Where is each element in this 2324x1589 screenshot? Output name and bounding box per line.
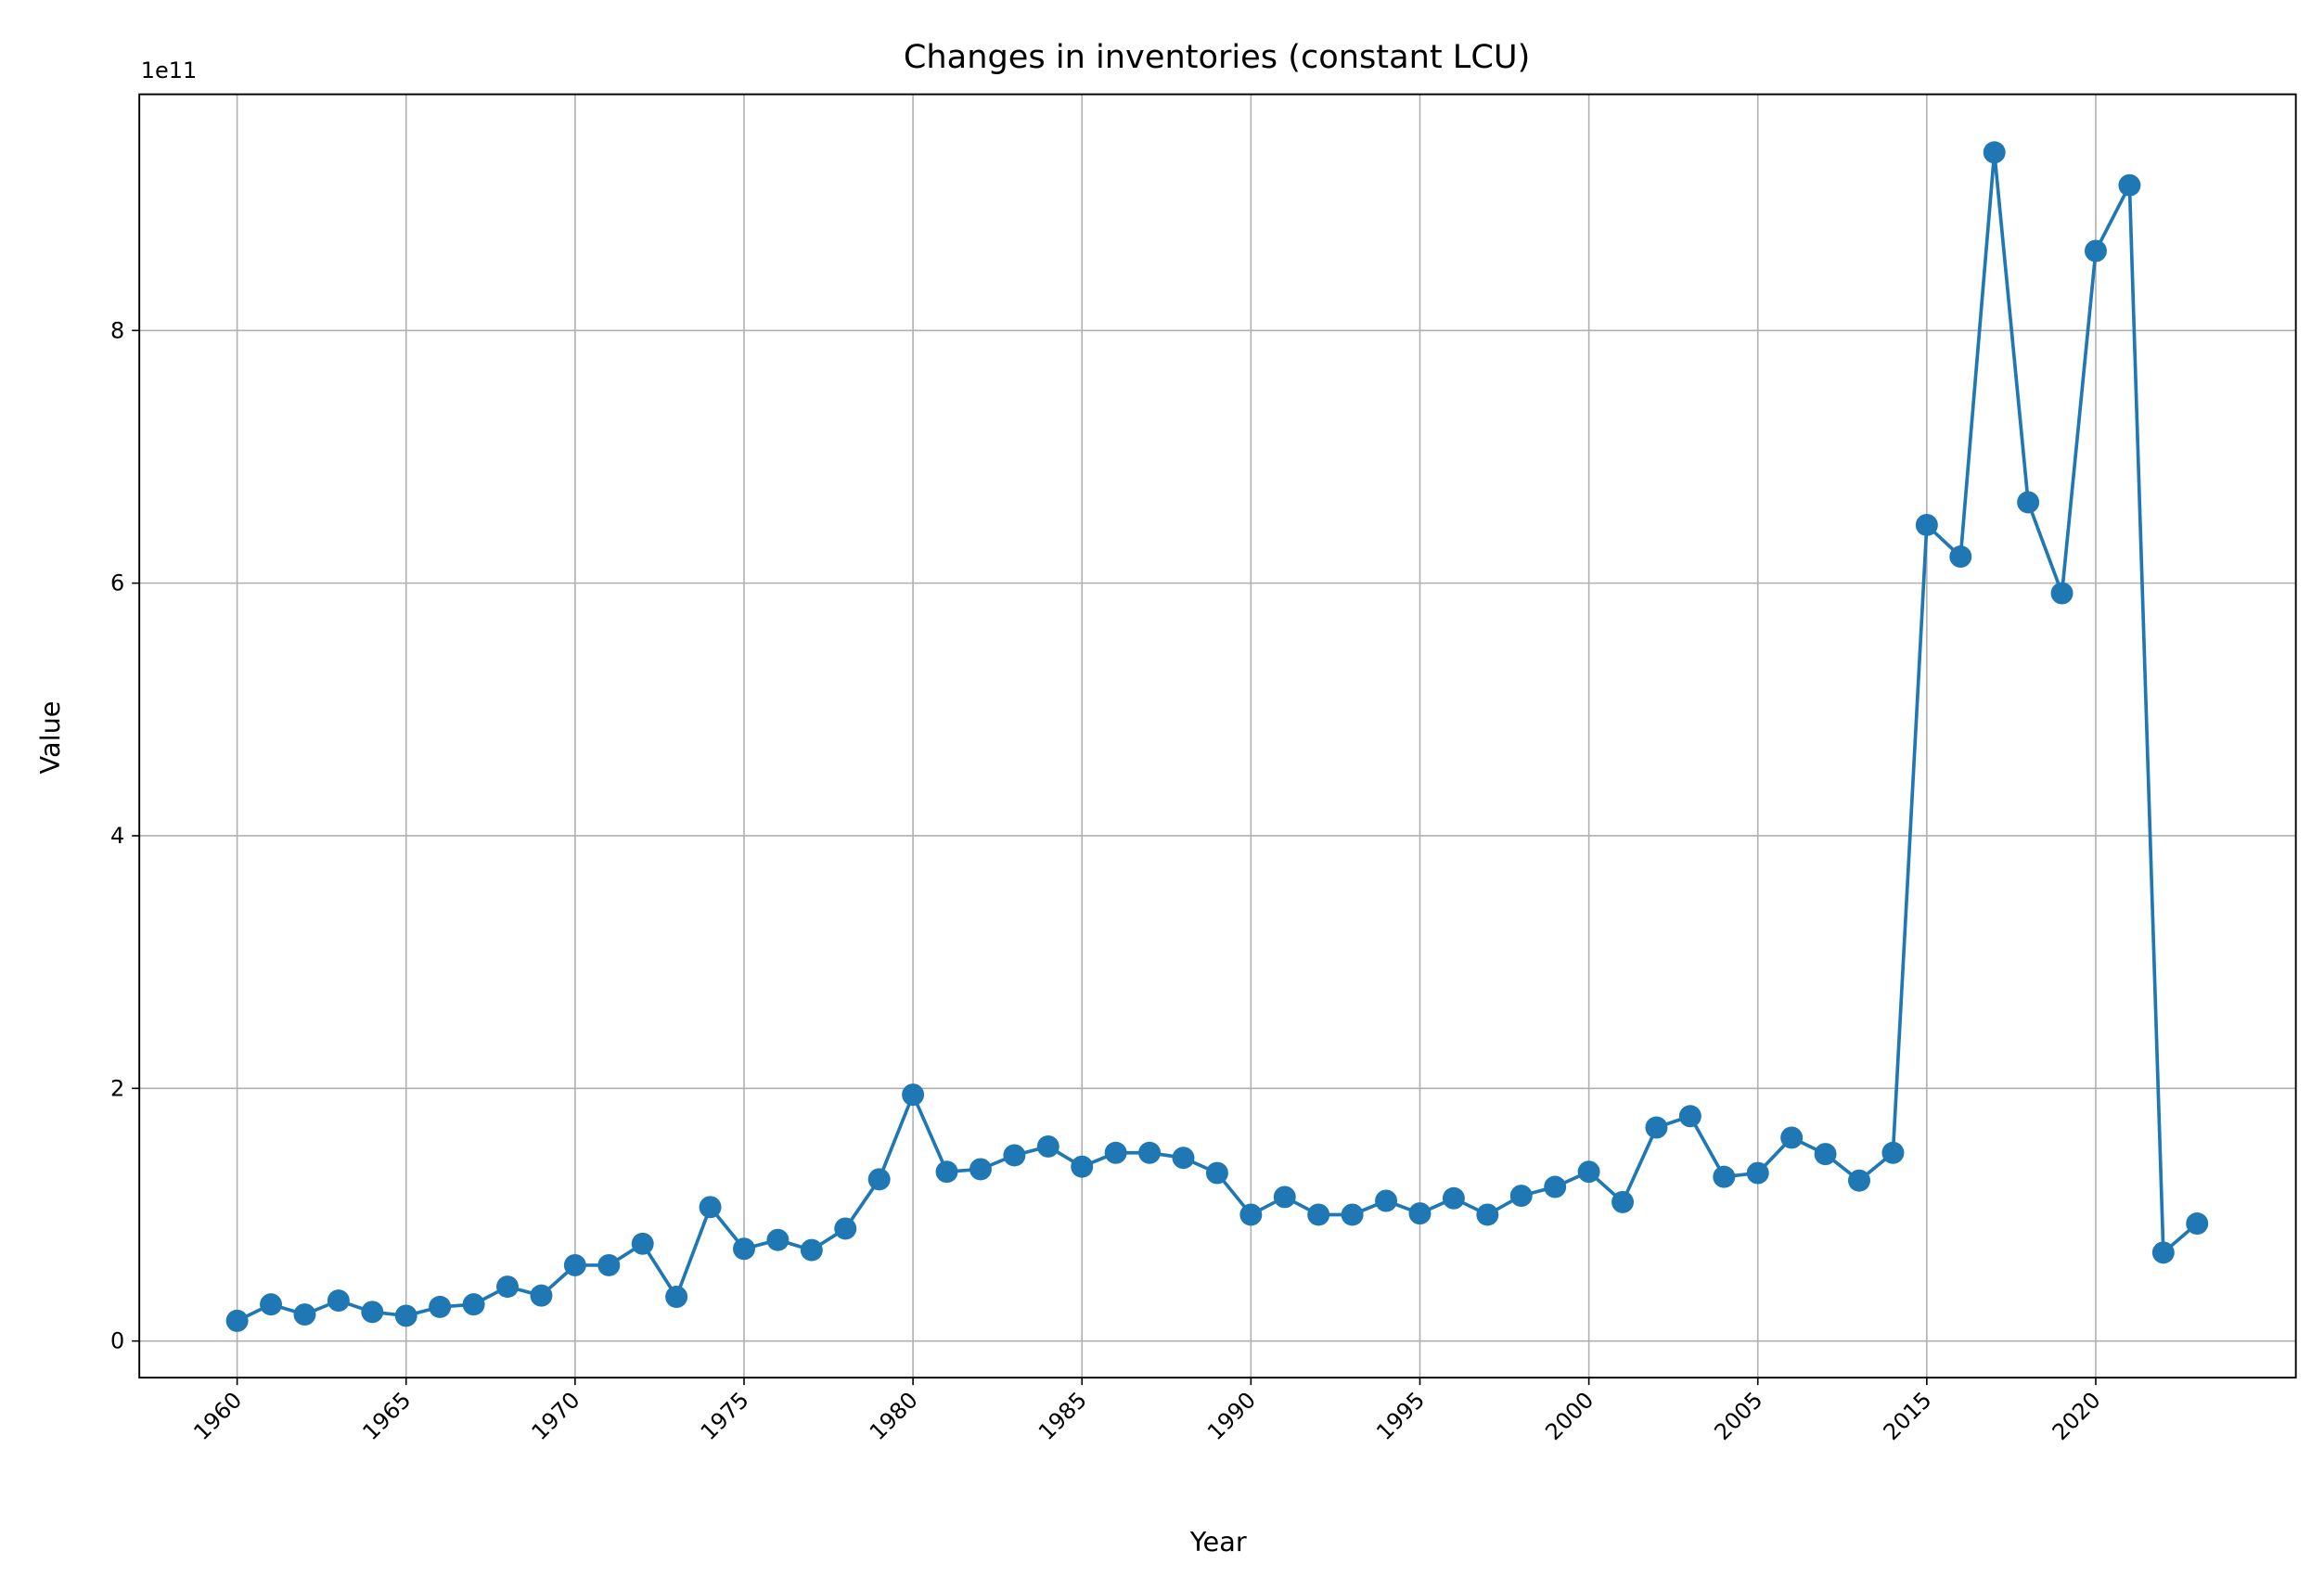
data-point <box>699 1196 722 1219</box>
data-point <box>800 1238 823 1262</box>
data-point <box>2017 491 2040 514</box>
chart-title: Changes in inventories (constant LCU) <box>904 38 1530 76</box>
y-axis-label: Value <box>34 701 66 775</box>
data-point <box>2118 173 2141 197</box>
data-point <box>225 1309 249 1332</box>
data-point <box>1172 1147 1195 1170</box>
data-point <box>1983 141 2006 164</box>
y-tick-label: 8 <box>110 317 124 343</box>
data-point <box>1104 1141 1127 1164</box>
data-point <box>260 1293 283 1316</box>
data-point <box>631 1232 654 1255</box>
data-point <box>1138 1141 1162 1164</box>
plot-frame <box>138 93 2297 1379</box>
data-point <box>2151 1241 2175 1264</box>
data-point <box>1949 545 1972 569</box>
data-point <box>834 1217 857 1240</box>
data-point <box>1645 1116 1668 1139</box>
data-point <box>496 1275 519 1299</box>
y-tick-label: 2 <box>110 1075 124 1101</box>
data-point <box>597 1253 621 1276</box>
data-point <box>1544 1175 1567 1198</box>
data-point <box>1036 1134 1059 1158</box>
data-point <box>1577 1160 1600 1184</box>
data-point <box>1814 1143 1837 1166</box>
data-point <box>327 1289 350 1313</box>
y-offset-label: 1e11 <box>141 58 197 83</box>
data-point <box>1205 1161 1228 1185</box>
data-point <box>1071 1155 1094 1178</box>
data-point <box>665 1286 688 1308</box>
data-point <box>969 1158 992 1181</box>
data-point <box>2084 239 2107 263</box>
data-point <box>1003 1144 1026 1167</box>
data-point <box>1780 1126 1804 1149</box>
data-point <box>563 1253 586 1276</box>
data-point <box>1476 1203 1499 1226</box>
data-point <box>2050 582 2074 605</box>
data-point <box>1848 1169 1870 1192</box>
data-point <box>429 1295 452 1318</box>
data-point <box>1408 1202 1432 1225</box>
data-point <box>1713 1165 1736 1188</box>
data-point <box>1915 514 1938 536</box>
data-point <box>361 1301 384 1324</box>
data-point <box>1611 1190 1635 1213</box>
data-point <box>1273 1185 1296 1209</box>
y-tick-label: 4 <box>110 823 124 849</box>
data-point <box>462 1293 485 1316</box>
data-point <box>902 1083 925 1107</box>
y-tick-label: 0 <box>110 1328 124 1354</box>
data-point <box>1881 1141 1905 1164</box>
x-axis-label: Year <box>1189 1526 1247 1557</box>
data-point <box>394 1304 417 1327</box>
data-point <box>1442 1186 1465 1210</box>
data-point <box>530 1284 553 1307</box>
data-point <box>1746 1161 1769 1185</box>
data-point <box>867 1168 891 1191</box>
data-point <box>935 1160 958 1184</box>
data-point <box>1375 1189 1398 1212</box>
data-point <box>733 1237 755 1261</box>
y-tick-label: 6 <box>110 570 124 596</box>
data-point <box>766 1228 790 1251</box>
data-point <box>1678 1105 1701 1128</box>
data-point <box>2186 1212 2209 1235</box>
data-point <box>1307 1203 1330 1226</box>
data-point <box>1341 1203 1364 1226</box>
data-point <box>1509 1185 1533 1208</box>
data-point <box>1239 1203 1263 1226</box>
data-point <box>293 1303 316 1326</box>
